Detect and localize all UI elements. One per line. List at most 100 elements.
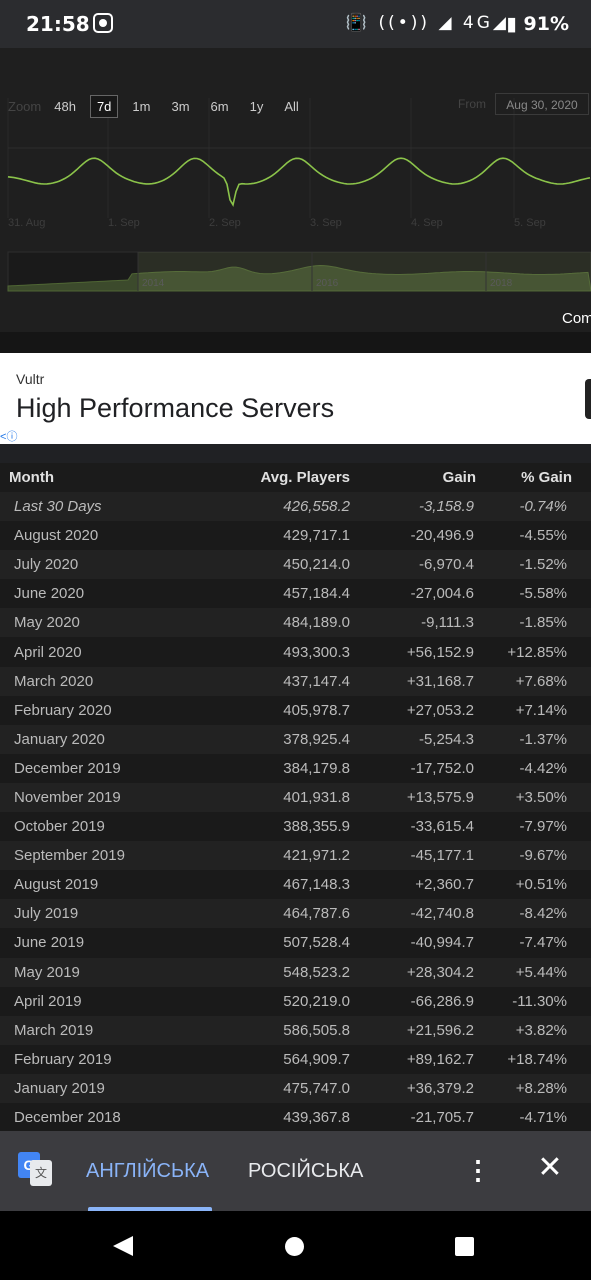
navigator-area bbox=[7, 264, 591, 292]
row-pct-gain: -0.74% bbox=[478, 492, 591, 522]
recents-icon[interactable] bbox=[455, 1237, 474, 1256]
row-gain: -6,970.4 bbox=[354, 550, 478, 580]
row-gain: +13,575.9 bbox=[354, 782, 478, 813]
row-pct-gain: -11.30% bbox=[478, 986, 591, 1016]
navigator-year-label: 2018 bbox=[490, 278, 513, 289]
navigator-year-label: 2014 bbox=[142, 278, 165, 289]
adchoices-icon[interactable]: <ⓘ bbox=[0, 431, 18, 443]
zoom-7d-button[interactable]: 7d bbox=[89, 94, 119, 118]
header-pct-gain[interactable]: % Gain bbox=[478, 463, 591, 492]
row-avg-players: 484,189.0 bbox=[199, 608, 354, 638]
row-pct-gain: +5.44% bbox=[478, 957, 591, 987]
zoom-48h-button[interactable]: 48h bbox=[54, 98, 76, 114]
header-avg-players[interactable]: Avg. Players bbox=[199, 463, 354, 492]
row-month: December 2019 bbox=[0, 753, 199, 783]
navigator-year-labels: 2014 2016 2018 bbox=[137, 252, 513, 291]
row-pct-gain: +18.74% bbox=[478, 1044, 591, 1074]
table-row: March 2019 586,505.8 +21,596.2 +3.82% bbox=[0, 1015, 591, 1045]
row-gain: -17,752.0 bbox=[354, 753, 478, 783]
battery-level: ▮ 91% bbox=[506, 13, 569, 35]
row-avg-players: 388,355.9 bbox=[199, 812, 354, 842]
row-month: January 2020 bbox=[0, 724, 199, 754]
zoom-controls: Zoom 48h 7d 1m 3m 6m 1y All bbox=[8, 94, 313, 118]
player-chart-panel: 31. Aug 1. Sep 2. Sep 3. Sep 4. Sep 5. Sep 20… bbox=[0, 48, 591, 353]
row-pct-gain: -5.58% bbox=[478, 579, 591, 609]
row-avg-players: 421,971.2 bbox=[199, 841, 354, 871]
navigator-year-label: 2016 bbox=[316, 278, 339, 289]
x-tick-label: 5. Sep bbox=[514, 217, 546, 229]
row-gain: +56,152.9 bbox=[354, 637, 478, 667]
x-tick-label: 31. Aug bbox=[8, 217, 45, 229]
player-count-line bbox=[7, 157, 591, 208]
table-row: December 2018 439,367.8 -21,705.7 -4.71% bbox=[0, 1102, 591, 1133]
chart-grid bbox=[7, 98, 591, 218]
row-avg-players: 548,523.2 bbox=[199, 957, 354, 987]
zoom-1y-button[interactable]: 1y bbox=[249, 98, 264, 114]
navigator-selection[interactable] bbox=[138, 252, 591, 291]
row-month: May 2020 bbox=[0, 608, 199, 638]
close-icon[interactable]: ✕ bbox=[537, 1151, 563, 1184]
row-gain: -33,615.4 bbox=[354, 812, 478, 842]
home-icon[interactable] bbox=[285, 1237, 304, 1256]
ad-cta-button[interactable] bbox=[585, 379, 591, 419]
zoom-1m-button[interactable]: 1m bbox=[132, 98, 151, 114]
row-month: June 2019 bbox=[0, 928, 199, 958]
row-gain: -27,004.6 bbox=[354, 579, 478, 609]
ad-headline[interactable]: High Performance Servers bbox=[16, 393, 335, 423]
more-options-icon[interactable]: ⋮ bbox=[465, 1155, 491, 1185]
row-avg-players: 426,558.2 bbox=[199, 492, 354, 522]
zoom-all-button[interactable]: All bbox=[284, 98, 299, 114]
back-icon[interactable] bbox=[113, 1236, 133, 1256]
row-avg-players: 586,505.8 bbox=[199, 1015, 354, 1045]
row-pct-gain: -4.71% bbox=[478, 1102, 591, 1133]
row-month: August 2019 bbox=[0, 870, 199, 900]
row-gain: +21,596.2 bbox=[354, 1015, 478, 1045]
row-month: September 2019 bbox=[0, 841, 199, 871]
row-month: November 2019 bbox=[0, 782, 199, 813]
table-row: May 2019 548,523.2 +28,304.2 +5.44% bbox=[0, 957, 591, 987]
row-month: December 2018 bbox=[0, 1102, 199, 1133]
row-gain: +28,304.2 bbox=[354, 957, 478, 987]
from-date-input[interactable]: Aug 30, 2020 bbox=[495, 93, 589, 115]
row-gain: +36,379.2 bbox=[354, 1073, 478, 1103]
row-avg-players: 439,367.8 bbox=[199, 1102, 354, 1133]
header-gain[interactable]: Gain bbox=[354, 463, 478, 492]
row-gain: -20,496.9 bbox=[354, 521, 478, 551]
row-month: October 2019 bbox=[0, 812, 199, 842]
table-row: June 2019 507,528.4 -40,994.7 -7.47% bbox=[0, 928, 591, 958]
status-bar: 21:58 📳 ((•)) ◢ 4G◢ ▮ 91% bbox=[0, 0, 591, 48]
screen-record-icon bbox=[93, 13, 113, 33]
row-pct-gain: +8.28% bbox=[478, 1073, 591, 1103]
monthly-stats-table: Month Avg. Players Gain % Gain Last 30 D… bbox=[0, 463, 591, 1133]
row-avg-players: 507,528.4 bbox=[199, 928, 354, 958]
row-pct-gain: +3.50% bbox=[478, 782, 591, 813]
row-month: Last 30 Days bbox=[0, 492, 199, 522]
x-tick-label: 1. Sep bbox=[108, 217, 140, 229]
row-pct-gain: -4.42% bbox=[478, 753, 591, 783]
ad-banner[interactable]: Vultr High Performance Servers <ⓘ bbox=[0, 353, 591, 444]
table-row: January 2020 378,925.4 -5,254.3 -1.37% bbox=[0, 724, 591, 754]
row-pct-gain: -1.85% bbox=[478, 608, 591, 638]
row-pct-gain: +12.85% bbox=[478, 637, 591, 667]
row-gain: +27,053.2 bbox=[354, 695, 478, 725]
row-pct-gain: -8.42% bbox=[478, 899, 591, 929]
row-avg-players: 384,179.8 bbox=[199, 753, 354, 783]
zoom-6m-button[interactable]: 6m bbox=[210, 98, 229, 114]
row-month: February 2019 bbox=[0, 1044, 199, 1074]
target-language-tab[interactable]: РОСІЙСЬКА bbox=[248, 1160, 364, 1182]
source-language-tab[interactable]: АНГЛІЙСЬКА bbox=[86, 1160, 210, 1182]
row-gain: -66,286.9 bbox=[354, 986, 478, 1016]
row-avg-players: 457,184.4 bbox=[199, 579, 354, 609]
x-tick-label: 2. Sep bbox=[209, 217, 241, 229]
table-row: September 2019 421,971.2 -45,177.1 -9.67% bbox=[0, 841, 591, 871]
table-row: May 2020 484,189.0 -9,111.3 -1.85% bbox=[0, 608, 591, 638]
table-row: March 2020 437,147.4 +31,168.7 +7.68% bbox=[0, 666, 591, 696]
row-gain: +2,360.7 bbox=[354, 870, 478, 900]
zoom-3m-button[interactable]: 3m bbox=[171, 98, 190, 114]
row-avg-players: 429,717.1 bbox=[199, 521, 354, 551]
row-month: April 2019 bbox=[0, 986, 199, 1016]
zoom-label: Zoom bbox=[8, 98, 42, 114]
table-row: December 2019 384,179.8 -17,752.0 -4.42% bbox=[0, 753, 591, 783]
header-month[interactable]: Month bbox=[0, 463, 199, 492]
